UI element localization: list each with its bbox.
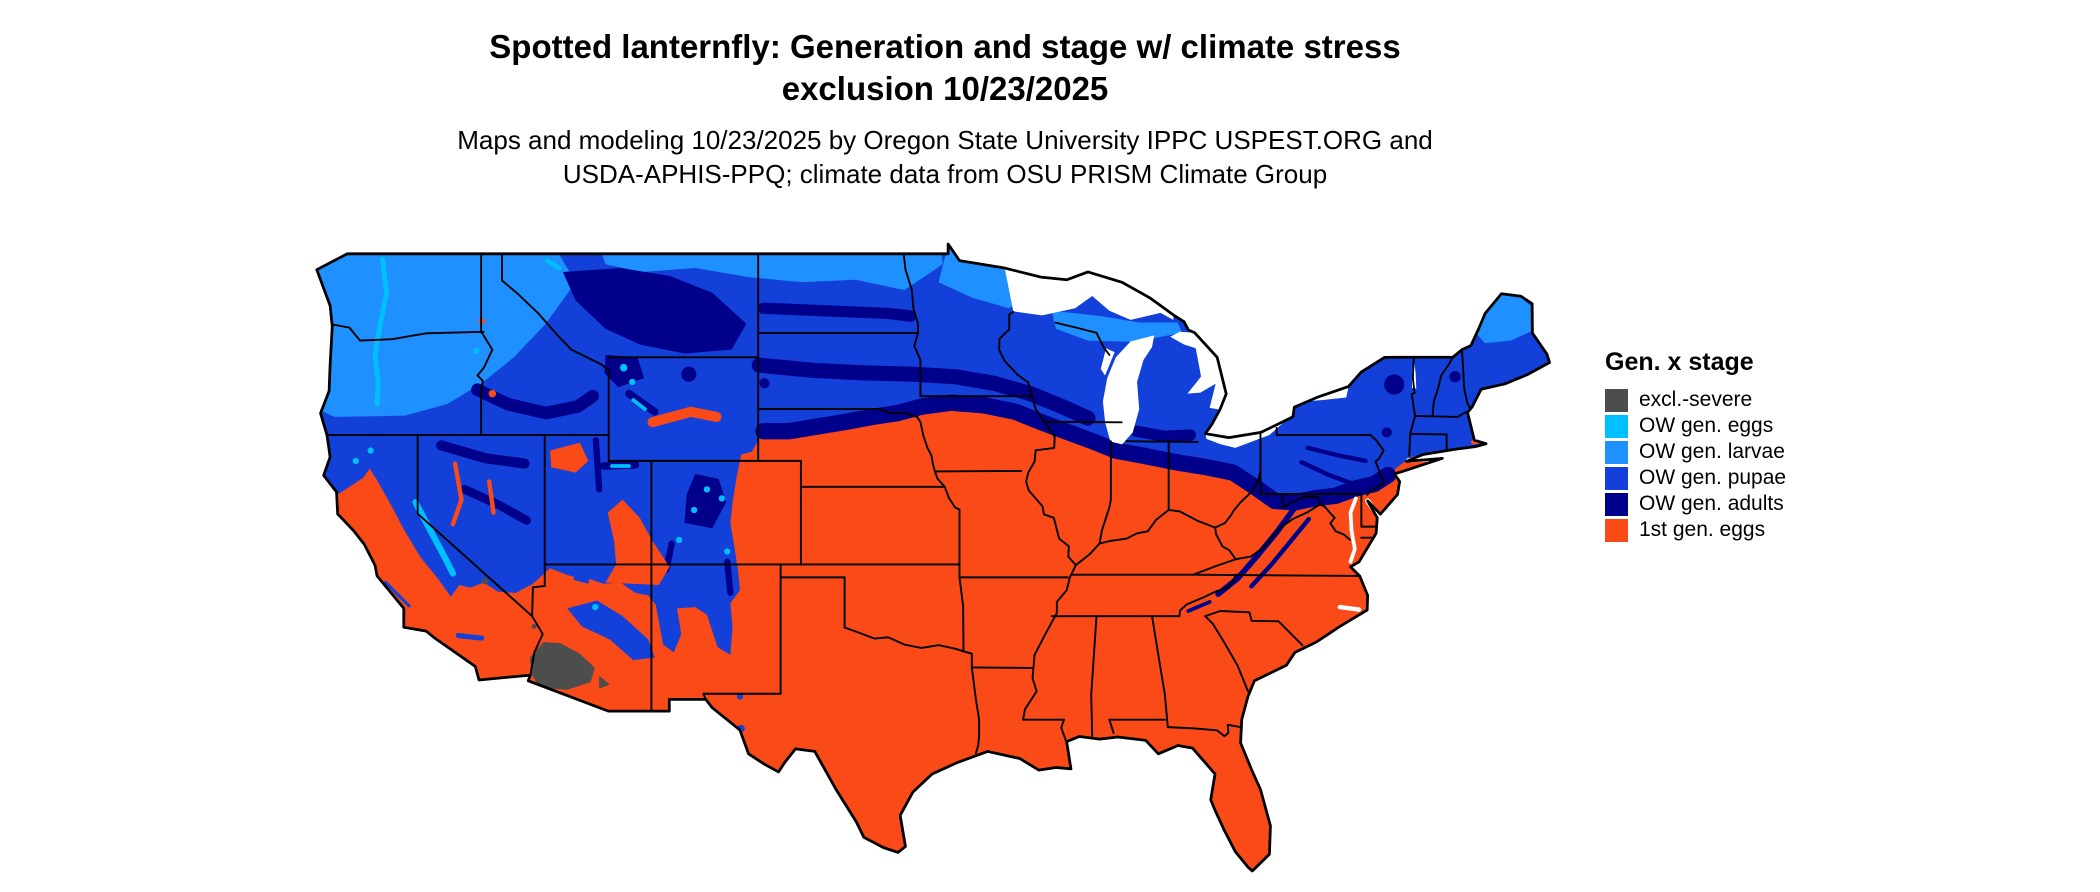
legend-swatch-ow-adults — [1605, 492, 1628, 516]
legend-title: Gen. x stage — [1605, 348, 1754, 376]
legend: Gen. x stage excl.-severe OW gen. eggs OW … — [1605, 348, 1786, 543]
figure-title-line1: Spotted lanternfly: Generation and stage… — [489, 28, 1401, 65]
figure-subtitle-line2: USDA-APHIS-PPQ; climate data from OSU PR… — [562, 158, 1328, 189]
legend-item: OW gen. larvae — [1605, 439, 1786, 465]
legend-swatch-first-eggs — [1605, 518, 1628, 542]
legend-item-label: OW gen. pupae — [1639, 466, 1787, 489]
legend-item: OW gen. pupae — [1605, 465, 1786, 491]
legend-swatch-excl — [1605, 388, 1628, 412]
legend-item: OW gen. adults — [1605, 491, 1786, 517]
legend-items: excl.-severe OW gen. eggs OW gen. larvae OW… — [1605, 387, 1786, 543]
us-map-container — [300, 228, 1560, 892]
legend-swatch-ow-larvae — [1605, 440, 1628, 464]
legend-item-label: 1st gen. eggs — [1639, 518, 1766, 541]
figure-title: Spotted lanternfly: Generation and stage… — [0, 26, 1890, 110]
figure-subtitle: Maps and modeling 10/23/2025 by Oregon S… — [0, 124, 1890, 192]
legend-item: excl.-severe — [1605, 387, 1786, 413]
figure-subtitle-line1: Maps and modeling 10/23/2025 by Oregon S… — [457, 125, 1433, 155]
legend-item: 1st gen. eggs — [1605, 517, 1786, 543]
figure-title-line2: exclusion 10/23/2025 — [781, 70, 1109, 108]
legend-swatch-ow-pupae — [1605, 466, 1628, 490]
legend-item-label: OW gen. larvae — [1639, 440, 1785, 463]
us-phenology-map — [315, 242, 1551, 873]
legend-item-label: OW gen. adults — [1639, 492, 1784, 515]
legend-swatch-ow-eggs — [1605, 414, 1628, 438]
legend-item: OW gen. eggs — [1605, 413, 1786, 439]
legend-item-label: excl.-severe — [1639, 388, 1753, 411]
legend-item-label: OW gen. eggs — [1639, 414, 1774, 437]
